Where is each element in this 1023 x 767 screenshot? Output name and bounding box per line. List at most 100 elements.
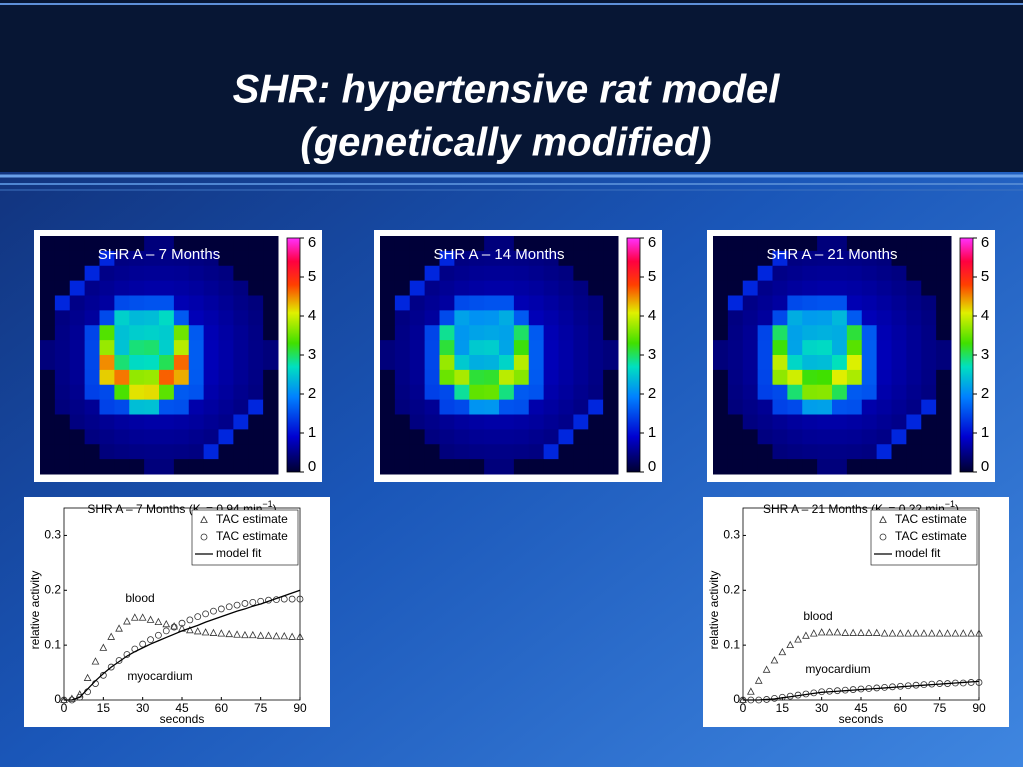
image-pixel (936, 340, 952, 356)
image-pixel (802, 444, 818, 460)
image-pixel (54, 384, 71, 401)
image-pixel (54, 444, 71, 460)
image-pixel (906, 459, 922, 475)
image-pixel (99, 429, 115, 445)
image-pixel (173, 459, 190, 475)
image-pixel (832, 369, 848, 386)
image-pixel (906, 265, 922, 282)
image-pixel (173, 399, 190, 415)
colorbar-tick-label: 3 (981, 346, 989, 363)
image-pixel (742, 280, 759, 296)
image-pixel (817, 355, 833, 371)
image-pixel (742, 325, 759, 341)
image-pixel (159, 459, 175, 475)
image-pixel (876, 414, 892, 430)
image-pixel (114, 414, 130, 430)
image-pixel (99, 236, 115, 252)
image-pixel (439, 429, 455, 445)
colorbar-tick-label: 1 (648, 424, 656, 441)
image-pixel (233, 369, 249, 386)
image-pixel (203, 384, 219, 401)
image-pixel (861, 399, 878, 415)
image-pixel (832, 310, 848, 326)
colorbar-tick-label: 5 (308, 268, 316, 285)
image-pixel (558, 459, 574, 475)
image-pixel (558, 399, 574, 415)
image-pixel (394, 236, 411, 252)
image-pixel (173, 355, 190, 371)
image-pixel (727, 236, 744, 252)
image-pixel (713, 295, 729, 311)
image-pixel (188, 295, 205, 311)
image-pixel (588, 250, 604, 267)
image-pixel (469, 399, 485, 415)
image-pixel (891, 310, 907, 326)
image-pixel (424, 384, 440, 401)
image-pixel (727, 295, 744, 311)
image-pixel (713, 384, 729, 401)
image-pixel (144, 414, 160, 430)
image-pixel (424, 236, 440, 252)
image-pixel (921, 384, 937, 401)
image-pixel (513, 295, 530, 311)
image-pixel (203, 429, 219, 445)
image-pixel (439, 325, 455, 341)
image-pixel (218, 444, 234, 460)
image-pixel (159, 340, 175, 356)
image-pixel (248, 325, 264, 341)
image-pixel (499, 280, 515, 296)
image-pixel (588, 444, 604, 460)
image-pixel (713, 310, 729, 326)
data-point (967, 629, 975, 637)
image-pixel (173, 236, 190, 252)
image-pixel (713, 459, 729, 475)
image-pixel (409, 444, 426, 460)
slide-title: SHR: hypertensive rat model (233, 68, 781, 112)
image-pixel (454, 414, 470, 430)
image-pixel (727, 384, 744, 401)
image-pixel (727, 340, 744, 356)
image-pixel (558, 310, 574, 326)
image-pixel (499, 369, 515, 386)
image-pixel (248, 459, 264, 475)
data-point (951, 629, 960, 637)
image-pixel (380, 444, 396, 460)
image-pixel (173, 295, 190, 311)
image-pixel (936, 459, 952, 475)
image-pixel (528, 459, 545, 475)
image-pixel (727, 355, 744, 371)
image-pixel (114, 384, 130, 401)
image-pixel (891, 355, 907, 371)
image-pixel (876, 325, 892, 341)
image-pixel (173, 414, 190, 430)
image-pixel (891, 280, 907, 296)
image-pixel (817, 459, 833, 475)
data-point (202, 610, 210, 618)
image-pixel (772, 265, 788, 282)
data-point (927, 629, 936, 637)
image-pixel (846, 414, 863, 430)
data-point (67, 694, 76, 702)
image-pixel (248, 250, 264, 267)
image-pixel (409, 399, 426, 415)
image-pixel (263, 250, 279, 267)
image-pixel (54, 280, 71, 296)
image-pixel (588, 459, 604, 475)
image-pixel (40, 459, 56, 475)
image-pixel (233, 310, 249, 326)
data-point (225, 603, 233, 611)
image-pixel (454, 369, 470, 386)
image-pixel (233, 444, 249, 460)
image-pixel (757, 265, 773, 282)
image-pixel (573, 399, 589, 415)
image-pixel (906, 280, 922, 296)
colorbar-tick-label: 4 (648, 307, 656, 324)
image-pixel (891, 459, 907, 475)
image-pixel (543, 236, 559, 252)
colorbar-tick-label: 5 (648, 268, 656, 285)
image-pixel (558, 325, 574, 341)
image-pixel (846, 340, 863, 356)
image-pixel (218, 340, 234, 356)
image-pixel (891, 399, 907, 415)
